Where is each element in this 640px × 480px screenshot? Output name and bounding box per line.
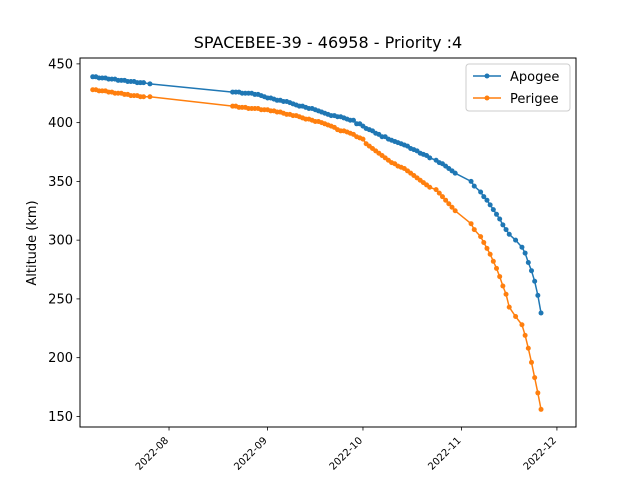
apogee-point bbox=[532, 278, 538, 284]
apogee-point bbox=[494, 211, 500, 217]
plot-frame bbox=[79, 57, 577, 428]
perigee-point bbox=[513, 314, 519, 320]
perigee-point bbox=[500, 283, 506, 289]
apogee-point bbox=[141, 80, 147, 86]
perigee-point bbox=[471, 227, 477, 233]
apogee-point bbox=[147, 81, 153, 87]
y-tick-label: 350 bbox=[48, 175, 73, 190]
perigee-point bbox=[497, 274, 503, 280]
y-tick-label: 150 bbox=[48, 410, 73, 425]
perigee-point bbox=[147, 94, 153, 100]
apogee-point bbox=[484, 197, 490, 203]
perigee-point bbox=[478, 234, 484, 240]
apogee-point bbox=[528, 268, 534, 274]
apogee-point bbox=[497, 216, 503, 222]
perigee-point bbox=[436, 190, 442, 196]
apogee-point bbox=[452, 170, 458, 176]
perigee-point bbox=[433, 187, 439, 193]
legend-apogee-label: Apogee bbox=[510, 70, 559, 85]
apogee-point bbox=[535, 292, 541, 298]
perigee-point bbox=[494, 265, 500, 271]
perigee-point bbox=[446, 201, 452, 207]
perigee-point bbox=[535, 390, 541, 396]
chart-title: SPACEBEE-39 - 46958 - Priority :4 bbox=[194, 33, 462, 52]
perigee-point bbox=[481, 240, 487, 245]
perigee-point bbox=[427, 184, 433, 190]
apogee-point bbox=[481, 194, 487, 200]
apogee-point bbox=[427, 155, 433, 161]
perigee-point bbox=[519, 322, 525, 328]
y-tick-label: 450 bbox=[48, 57, 73, 72]
apogee-point bbox=[487, 202, 493, 208]
apogee-point bbox=[471, 183, 477, 189]
perigee-point bbox=[439, 194, 445, 200]
y-axis-label: Altitude (km) bbox=[25, 200, 40, 285]
y-tick-label: 200 bbox=[48, 351, 73, 366]
apogee-point bbox=[490, 207, 496, 213]
perigee-point bbox=[503, 291, 509, 297]
y-tick-label: 250 bbox=[48, 292, 73, 307]
legend-apogee-marker bbox=[484, 73, 490, 79]
legend-perigee-marker bbox=[484, 95, 490, 101]
y-tick-label: 400 bbox=[48, 116, 73, 131]
perigee-point bbox=[487, 251, 493, 257]
perigee-point bbox=[528, 359, 534, 365]
apogee-point bbox=[500, 222, 506, 228]
perigee-point bbox=[522, 332, 528, 338]
apogee-point bbox=[350, 117, 356, 123]
apogee-point bbox=[513, 237, 519, 243]
apogee-point bbox=[525, 259, 531, 265]
perigee-point bbox=[452, 208, 458, 214]
apogee-point bbox=[478, 189, 484, 195]
perigee-point bbox=[360, 136, 366, 142]
perigee-point bbox=[468, 221, 474, 227]
apogee-point bbox=[468, 178, 474, 184]
apogee-point bbox=[506, 231, 512, 237]
perigee-point bbox=[532, 375, 538, 381]
y-tick-label: 300 bbox=[48, 234, 73, 249]
legend: Apogee Perigee bbox=[465, 63, 571, 112]
apogee-point bbox=[503, 227, 509, 233]
perigee-point bbox=[443, 197, 449, 203]
apogee-point bbox=[538, 310, 544, 316]
perigee-point bbox=[449, 204, 455, 210]
apogee-point bbox=[522, 250, 528, 256]
perigee-point bbox=[506, 304, 512, 310]
legend-perigee-label: Perigee bbox=[510, 92, 559, 107]
perigee-point bbox=[484, 245, 490, 251]
perigee-point bbox=[490, 258, 496, 264]
perigee-point bbox=[141, 94, 147, 100]
perigee-point bbox=[525, 345, 531, 351]
perigee-point bbox=[538, 406, 544, 412]
apogee-point bbox=[519, 244, 525, 250]
